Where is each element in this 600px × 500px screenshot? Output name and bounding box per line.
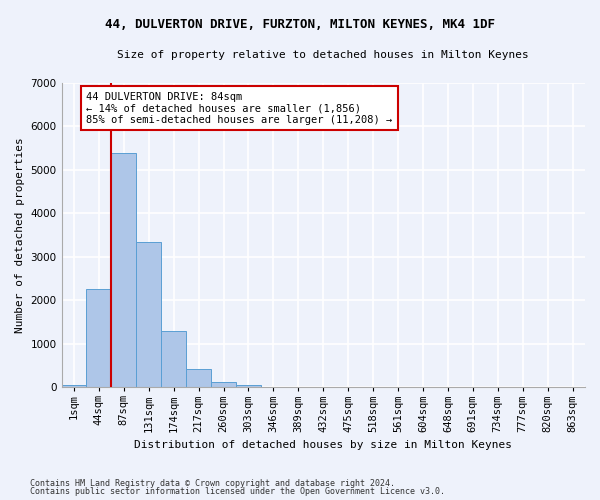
Bar [186,368,211,387]
Text: 44, DULVERTON DRIVE, FURZTON, MILTON KEYNES, MK4 1DF: 44, DULVERTON DRIVE, FURZTON, MILTON KEY… [105,18,495,30]
Bar [161,330,186,387]
X-axis label: Distribution of detached houses by size in Milton Keynes: Distribution of detached houses by size … [134,440,512,450]
Text: Contains HM Land Registry data © Crown copyright and database right 2024.: Contains HM Land Registry data © Crown c… [30,478,395,488]
Bar [211,382,236,387]
Bar [86,290,112,387]
Text: Contains public sector information licensed under the Open Government Licence v3: Contains public sector information licen… [30,487,445,496]
Text: 44 DULVERTON DRIVE: 84sqm
← 14% of detached houses are smaller (1,856)
85% of se: 44 DULVERTON DRIVE: 84sqm ← 14% of detac… [86,92,393,125]
Bar [136,242,161,387]
Bar [62,384,86,387]
Bar [112,152,136,387]
Y-axis label: Number of detached properties: Number of detached properties [15,137,25,333]
Title: Size of property relative to detached houses in Milton Keynes: Size of property relative to detached ho… [118,50,529,60]
Bar [236,386,261,387]
